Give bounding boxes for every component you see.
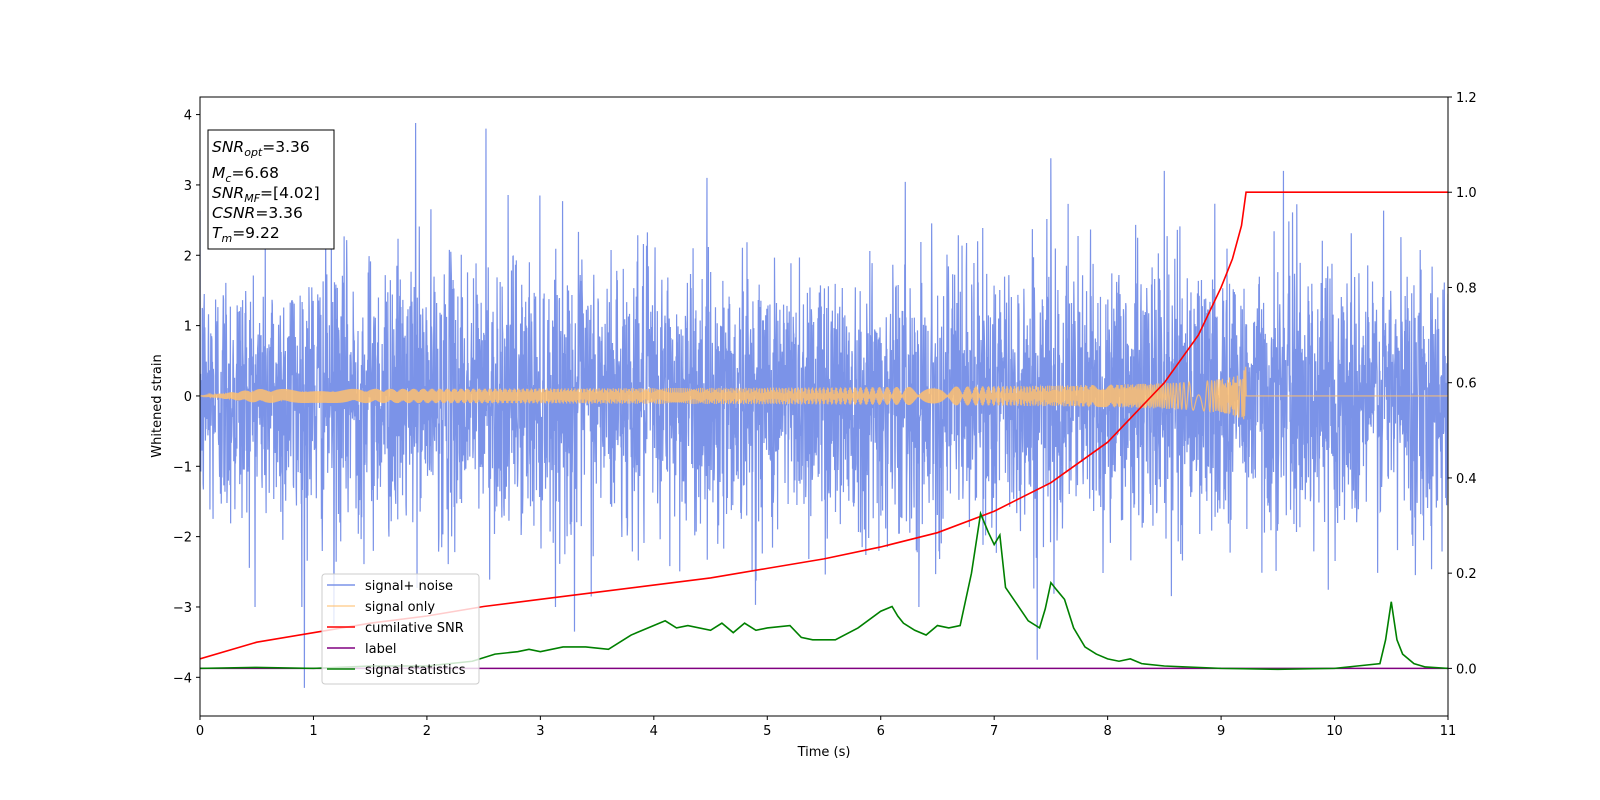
legend-label: label bbox=[365, 642, 396, 657]
y-tick-label: 4 bbox=[184, 109, 192, 124]
y-axis-left: 4 3 2 1 0 −1 −2 −3 −4 bbox=[173, 109, 200, 686]
y-axis-label: Whitened strain bbox=[150, 354, 165, 457]
x-tick-label: 5 bbox=[763, 724, 771, 739]
y2-tick-label: 1.0 bbox=[1456, 186, 1477, 201]
y-tick-label: −1 bbox=[173, 460, 192, 475]
plot-frame bbox=[199, 96, 1449, 717]
x-tick-label: 1 bbox=[309, 724, 317, 739]
y2-tick-label: 0.0 bbox=[1456, 662, 1477, 677]
y2-tick-label: 0.6 bbox=[1456, 377, 1477, 392]
x-tick-label: 8 bbox=[1103, 724, 1111, 739]
info-snr-mf: SNRMF=[4.02] bbox=[212, 184, 320, 205]
y2-tick-label: 0.4 bbox=[1456, 472, 1477, 487]
legend: signal+ noise signal only cumilative SNR la… bbox=[321, 573, 480, 685]
y-tick-label: 2 bbox=[184, 249, 192, 264]
x-tick-label: 9 bbox=[1217, 724, 1225, 739]
y2-tick-label: 0.2 bbox=[1456, 567, 1477, 582]
legend-label: cumilative SNR bbox=[365, 621, 464, 636]
series-signal-only bbox=[200, 366, 1448, 420]
legend-label: signal+ noise bbox=[365, 579, 453, 594]
x-tick-label: 4 bbox=[650, 724, 658, 739]
legend-label: signal statistics bbox=[365, 663, 466, 678]
series-signal-statistics bbox=[200, 510, 1448, 671]
y-tick-label: 0 bbox=[184, 390, 192, 405]
y-tick-label: 3 bbox=[184, 179, 192, 194]
info-mc: Mc=6.68 bbox=[212, 164, 279, 185]
y2-tick-label: 1.2 bbox=[1456, 91, 1477, 106]
y-tick-label: 1 bbox=[184, 320, 192, 335]
x-tick-label: 3 bbox=[536, 724, 544, 739]
y-axis-right: 1.2 1.0 0.8 0.6 0.4 0.2 0.0 bbox=[1448, 91, 1477, 677]
x-tick-label: 6 bbox=[877, 724, 885, 739]
info-tm: Tm=9.22 bbox=[212, 224, 280, 245]
x-axis-label: Time (s) bbox=[797, 745, 851, 760]
legend-frame bbox=[321, 573, 480, 685]
x-tick-label: 7 bbox=[990, 724, 998, 739]
y2-tick-label: 0.8 bbox=[1456, 281, 1477, 296]
x-tick-label: 11 bbox=[1440, 724, 1457, 739]
y-tick-label: −4 bbox=[173, 671, 192, 686]
info-box: SNRopt=3.36 Mc=6.68 SNRMF=[4.02] CSNR=3.… bbox=[207, 129, 335, 250]
x-tick-label: 10 bbox=[1326, 724, 1343, 739]
info-box-frame bbox=[207, 129, 335, 250]
info-snr-opt: SNRopt=3.36 bbox=[212, 138, 310, 159]
x-tick-label: 0 bbox=[196, 724, 204, 739]
y-tick-label: −2 bbox=[173, 531, 192, 546]
series-signal-noise bbox=[200, 123, 1448, 688]
legend-label: signal only bbox=[365, 600, 435, 615]
x-axis: 0 1 2 3 4 5 6 7 8 9 10 11 bbox=[196, 716, 1456, 739]
info-csnr: CSNR=3.36 bbox=[212, 204, 303, 222]
y-tick-label: −3 bbox=[173, 601, 192, 616]
x-tick-label: 2 bbox=[423, 724, 431, 739]
